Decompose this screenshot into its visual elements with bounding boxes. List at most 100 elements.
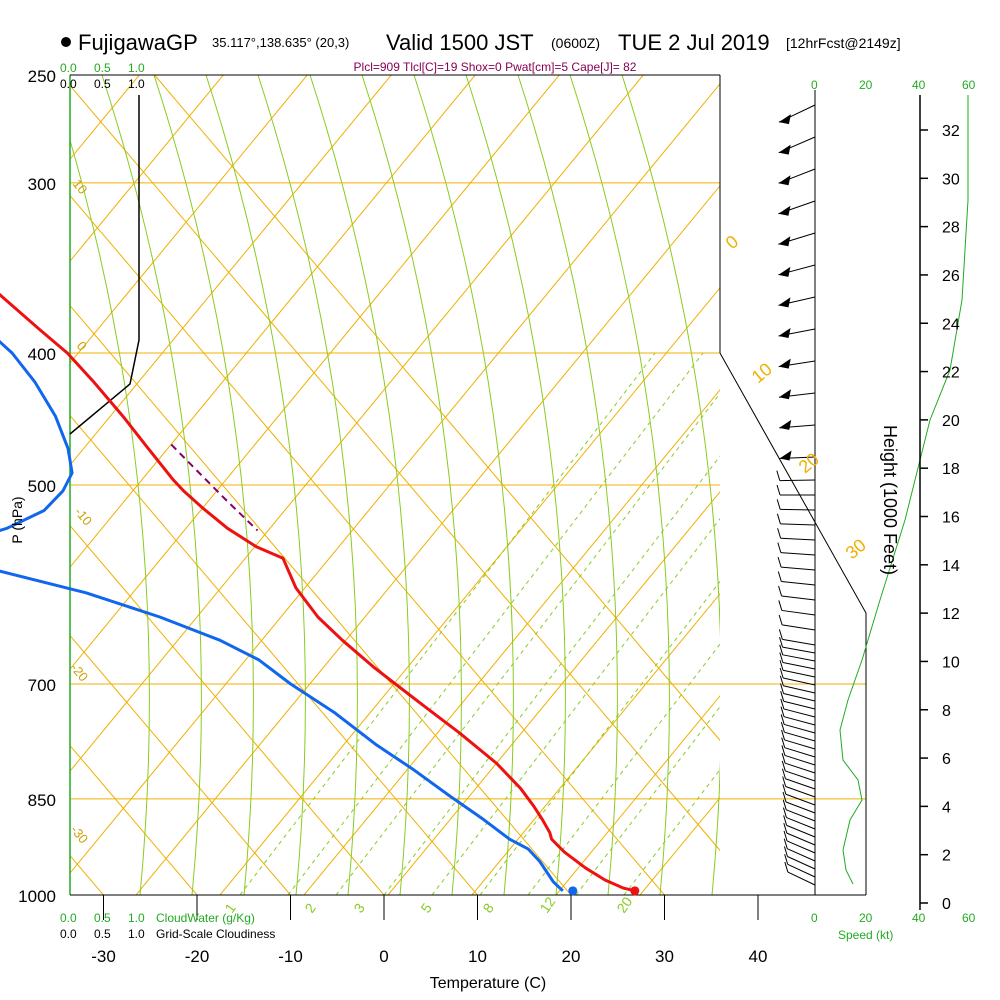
wind-barb-feather <box>781 745 786 756</box>
moist-adiabat-line <box>205 75 306 895</box>
wind-barb-flag <box>779 450 792 461</box>
wind-barb-feather <box>784 854 789 865</box>
wind-panel-frame <box>719 352 867 895</box>
wind-barb-staff <box>786 824 816 838</box>
temperature-axis-label: Temperature (C) <box>430 975 546 992</box>
wind-barb-feather <box>782 784 787 795</box>
mixing-ratio-line <box>239 352 656 895</box>
temperature-tick-label: -20 <box>185 947 210 966</box>
wind-barb-staff <box>782 638 816 646</box>
dry-adiabat-line <box>70 83 720 874</box>
cloudwater-top-tick-1: 0.5 <box>94 61 111 75</box>
wind-barb-feather <box>781 760 786 772</box>
pressure-tick-label: 850 <box>28 791 56 810</box>
wind-barb-staff <box>785 793 816 806</box>
temperature-tick-label: 30 <box>655 947 674 966</box>
speed-scale-top: 0 20 40 60 <box>811 78 976 92</box>
height-tick-label: 2 <box>942 848 951 865</box>
wind-barb-staff <box>783 677 816 686</box>
wind-barb-feather <box>783 838 788 849</box>
wind-barb-staff <box>787 856 816 870</box>
moist-adiabat-line <box>569 75 670 895</box>
wind-barb-staff <box>783 692 816 702</box>
isotherm-label: -10 <box>72 504 96 528</box>
dry-adiabat-line <box>70 75 644 772</box>
chart-header: FujigawaGP 35.117°,138.635° (20,3) Valid… <box>61 30 901 74</box>
temperature-axis-ticks: -30 -20 -10 0 10 20 30 40 <box>91 895 767 966</box>
wind-barb-feather <box>778 585 783 597</box>
wind-barb-staff <box>787 863 816 878</box>
moist-adiabat-line <box>101 75 202 895</box>
wind-barb-feather <box>778 614 783 626</box>
wind-barb-feather <box>781 753 786 764</box>
mixing-ratio-line <box>479 580 720 895</box>
wind-barb-feather <box>781 729 786 741</box>
plot-frame <box>69 74 867 896</box>
wind-barb-flag <box>778 327 791 338</box>
dry-adiabat-line <box>219 287 720 895</box>
dry-adiabat-label: 20 <box>795 449 823 477</box>
wind-barb-staff <box>785 778 816 790</box>
height-tick-label: 12 <box>942 606 960 623</box>
wind-barb-staff <box>780 552 816 556</box>
dry-adiabat-line <box>70 75 560 670</box>
pressure-tick-label: 250 <box>28 67 56 86</box>
wind-barb-feather <box>776 499 781 510</box>
wind-barb-flag <box>778 266 791 277</box>
wind-barb-flag <box>778 175 791 186</box>
height-tick-label: 4 <box>942 799 951 816</box>
mixing-ratio-line <box>383 455 720 895</box>
wind-barb-feather <box>782 807 787 818</box>
moist-adiabat-line <box>413 75 514 895</box>
temperature-tick-label: -10 <box>278 947 303 966</box>
dry-adiabat-line <box>70 75 476 568</box>
wind-barb-feather <box>781 737 786 748</box>
pressure-axis-ticks: 250 300 400 500 700 850 1000 <box>18 67 56 906</box>
dry-adiabat-line <box>70 75 392 466</box>
surface-dewpoint-dot <box>568 886 578 896</box>
wind-barb-feather <box>779 652 784 663</box>
surface-temperature-dot <box>630 886 640 896</box>
dry-adiabat-label: 30 <box>842 535 870 563</box>
valid-time: Valid 1500 JST <box>386 30 534 55</box>
cloudiness-tick-2: 1.0 <box>128 927 145 941</box>
wind-barb-flag <box>778 144 791 155</box>
wind-barb-feather <box>779 644 784 655</box>
wind-barb-feather <box>777 571 782 582</box>
cloudiness-axis-label: Grid-Scale Cloudiness <box>156 927 275 941</box>
speed-tick-3: 60 <box>962 911 976 925</box>
isotherm-line <box>0 75 10 895</box>
cloudiness-tick-0: 0.0 <box>60 927 77 941</box>
moist-adiabat-line <box>153 75 254 895</box>
height-tick-label: 18 <box>942 461 960 478</box>
wind-barb-feather <box>784 861 789 873</box>
wind-barb-staff <box>784 731 816 742</box>
moist-adiabat-line <box>465 75 566 895</box>
wind-barb-feather <box>780 722 785 733</box>
cloudiness-top-tick-0: 0.0 <box>60 77 77 91</box>
dry-adiabat-line <box>70 75 224 262</box>
isotherm-label: -30 <box>68 822 92 846</box>
wind-barbs <box>776 104 816 886</box>
wind-barb-feather <box>776 484 781 496</box>
mixing-ratio-label: 8 <box>479 900 497 916</box>
wind-barb-feather <box>777 528 782 539</box>
wind-barb-feather <box>779 636 784 648</box>
wind-barb-flag <box>779 419 792 430</box>
height-tick-label: 20 <box>942 413 960 430</box>
wind-barb-feather <box>777 542 782 553</box>
forecast-note: [12hrFcst@2149z] <box>786 35 901 51</box>
wind-barb-staff <box>782 654 816 662</box>
dry-adiabat-label: 0 <box>722 231 743 253</box>
wind-barb-staff <box>783 700 816 710</box>
wind-barb-feather <box>780 698 785 710</box>
cloudwater-tick-1: 0.5 <box>94 911 111 925</box>
wind-barb-feather <box>783 815 788 826</box>
dewpoint-trace <box>0 339 564 892</box>
dry-adiabat-line <box>976 45 1000 895</box>
wind-barb-feather <box>780 683 784 694</box>
wind-barb-feather <box>782 791 787 803</box>
cloud-scale-top: 0.0 0.5 1.0 0.0 0.5 1.0 <box>60 61 145 91</box>
pressure-tick-label: 1000 <box>18 887 56 906</box>
